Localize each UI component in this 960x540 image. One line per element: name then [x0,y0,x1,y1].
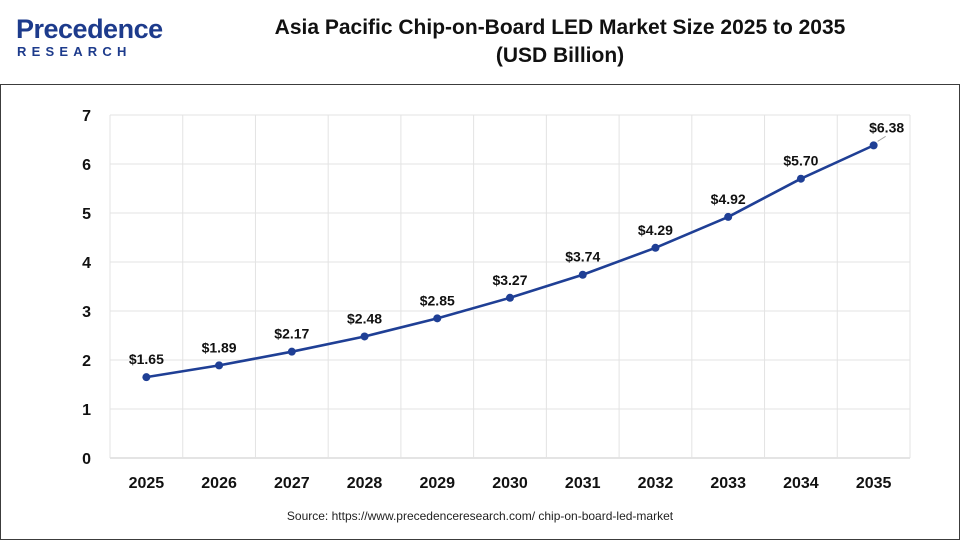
y-axis-ticks: 0 1 2 3 4 5 6 7 [82,108,91,468]
y-tick-label: 1 [82,402,91,419]
data-point [796,174,805,183]
data-label: $2.85 [420,292,455,308]
data-label: $1.89 [202,339,237,355]
y-tick-label: 3 [82,304,91,321]
logo-sub-text: RESEARCH [17,44,132,59]
data-point [578,270,587,279]
data-point [142,373,151,382]
y-tick-label: 2 [82,353,91,370]
y-tick-label: 6 [82,157,91,174]
chart-title-line-2: (USD Billion) [495,44,625,67]
x-tick-label: 2030 [492,475,528,492]
header: Precedence RESEARCH Asia Pacific Chip-on… [0,0,960,85]
brand-logo: Precedence RESEARCH [16,14,166,64]
grid-lines [109,114,911,459]
x-tick-label: 2034 [783,475,819,492]
x-tick-label: 2027 [274,475,310,492]
chart-title-line-1: Asia Pacific Chip-on-Board LED Market Si… [274,16,846,39]
x-axis-ticks: 2025 2026 2027 2028 2029 2030 2031 2032 2033 2034… [129,475,892,492]
data-point [724,212,733,221]
source-note: Source: https://www.precedenceresearch.c… [286,509,674,523]
data-series: $1.65 $1.89 $2.17 $2.48 $2.85 $3.27 $3.74 $4.29… [129,119,904,382]
data-label: $1.65 [129,351,164,367]
x-tick-label: 2032 [638,475,674,492]
data-point [651,243,660,252]
y-tick-label: 7 [82,108,91,125]
data-label: $4.29 [638,222,673,238]
data-label: $2.48 [347,310,382,326]
x-tick-label: 2031 [565,475,601,492]
logo-brand-text: Precedence [16,14,163,44]
data-label-leader [877,135,886,142]
data-label: $2.17 [274,326,309,342]
data-point [869,141,878,150]
x-tick-label: 2035 [856,475,892,492]
chart-title: Asia Pacific Chip-on-Board LED Market Si… [200,14,920,70]
x-tick-label: 2033 [710,475,746,492]
data-label: $6.38 [869,119,904,135]
data-label: $3.27 [492,272,527,288]
x-tick-label: 2026 [201,475,237,492]
x-tick-label: 2028 [347,475,383,492]
y-tick-label: 4 [82,255,91,272]
data-label: $4.92 [711,191,746,207]
data-point [287,347,296,356]
data-label: $5.70 [783,153,818,169]
data-point [433,314,442,323]
data-label: $3.74 [565,249,600,265]
y-tick-label: 5 [82,206,91,223]
x-tick-label: 2029 [419,475,455,492]
y-tick-label: 0 [82,451,91,468]
data-point [506,293,514,302]
x-tick-label: 2025 [129,475,165,492]
data-point [360,332,369,341]
data-point [215,361,224,370]
